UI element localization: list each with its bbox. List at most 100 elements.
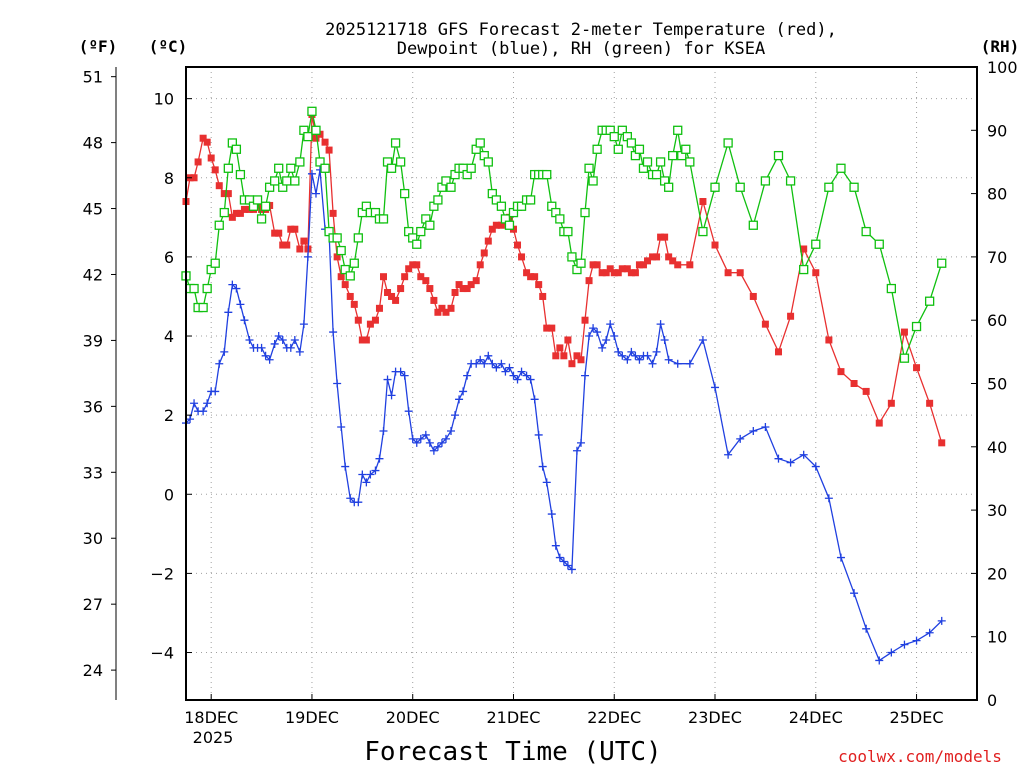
dewpoint-point [303,252,312,261]
temperature-point [224,190,232,198]
temperature-point [236,209,244,217]
rh-point [400,188,410,199]
temperature-point [631,269,639,277]
temperature-point [447,304,455,312]
dewpoint-point [875,656,884,665]
rh-point [799,264,809,275]
temperature-point [523,269,531,277]
dewpoint-point [488,359,497,368]
y-tick-label-rh: 40 [987,438,1007,457]
y-tick-label-celsius: 8 [164,169,174,188]
temperature-point [422,277,430,285]
temperature-point [850,380,858,387]
dewpoint-point [341,462,350,471]
temperature-point [488,225,496,233]
dewpoint-point [437,438,446,447]
dewpoint-point [824,494,833,503]
rh-point [290,176,300,186]
dewpoint-point [215,359,224,368]
rh-point [252,195,263,205]
dewpoint-point [836,553,845,562]
temperature-point [539,292,547,300]
rh-point [651,169,662,180]
dewpoint-point [656,320,665,329]
temperature-point [325,146,333,154]
rh-point [911,321,922,332]
dewpoint-point [425,438,434,447]
dewpoint-point [563,561,572,570]
temperature-point [497,221,505,229]
y-tick-label-rh: 100 [987,58,1018,77]
temperature-point [405,265,413,273]
rh-point [723,138,733,148]
rh-point [584,163,594,173]
series-rh [181,106,947,363]
rh-point [210,258,220,268]
rh-point [340,264,350,275]
temperature-point [366,320,374,328]
dewpoint-point [265,355,274,364]
rh-point [223,163,233,173]
temperature-point [568,360,576,368]
dewpoint-point [278,335,287,344]
y-tick-label-rh: 80 [987,185,1007,204]
temperature-point [837,368,845,376]
series-temperature [182,110,946,447]
y-tick-label-rh: 20 [987,564,1007,583]
temperature-point [337,273,345,281]
y-tick-label-celsius: −2 [150,564,174,583]
rh-point [937,258,947,268]
dewpoint-point [366,470,375,479]
x-tick-label: 19DEC [285,708,339,727]
dewpoint-point [925,628,934,637]
temperature-point [434,308,442,316]
x-tick-label: 24DEC [789,708,843,727]
temperature-point [199,134,207,142]
dewpoint-point [199,407,208,416]
rh-point [214,220,224,230]
dewpoint-point [623,355,632,364]
rh-point [390,138,401,148]
rh-point [311,125,321,135]
rh-point [609,131,619,142]
temperature-point [618,265,626,273]
rh-point [202,283,212,294]
rh-point [412,239,422,249]
rh-point [270,176,280,186]
dewpoint-point [509,371,518,380]
temperature-point [623,265,631,273]
rh-point [433,195,443,205]
y-tick-label-fahrenheit: 24 [83,661,103,680]
x-year-label: 2025 [193,728,234,747]
temperature-point [220,190,228,198]
dewpoint-point [627,347,636,356]
temperature-point [564,336,572,344]
dewpoint-point [652,347,661,356]
rh-point [836,163,846,173]
y-tick-label-celsius: 10 [154,90,174,109]
dewpoint-point [538,462,547,471]
dewpoint-point [358,470,367,479]
dewpoint-point [290,335,299,344]
dewpoint-point [572,446,581,455]
dewpoint-point [850,589,859,598]
temperature-point [699,198,707,206]
temperature-point [426,285,434,293]
dewpoint-point [362,478,371,487]
temperature-point [581,316,589,324]
temperature-point [271,229,279,237]
temperature-point [661,233,669,241]
temperature-point [413,261,421,269]
temperature-point [552,352,560,360]
dewpoint-point [379,426,388,435]
rh-point [315,157,325,167]
dewpoint-point [371,466,380,475]
rh-point [466,163,476,173]
temperature-point [417,273,425,281]
temperature-point [283,241,291,249]
rh-axis-unit: (RH) [981,37,1020,56]
temperature-point [812,269,820,277]
rh-point [685,157,695,167]
rh-point [303,131,313,142]
